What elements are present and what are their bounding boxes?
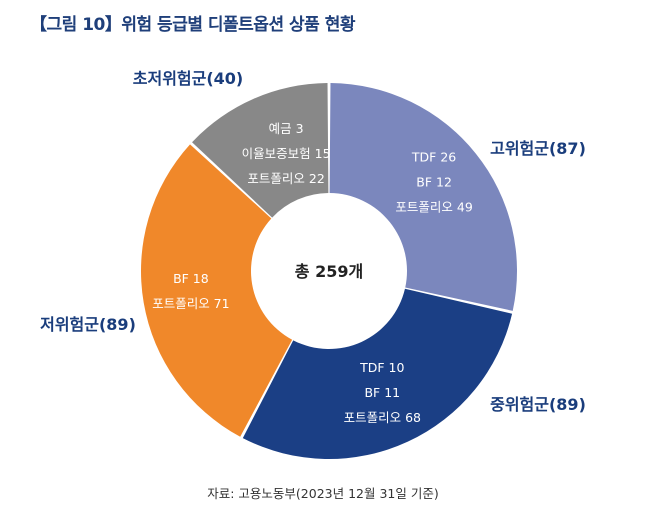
slice-detail-label: BF 12 <box>416 175 452 190</box>
slice-detail-label: 포트폴리오 49 <box>395 200 472 215</box>
donut-slice-2 <box>242 288 513 460</box>
slice-detail-label: 포트폴리오 22 <box>247 171 324 186</box>
category-label-4: 초저위험군(40) <box>133 69 244 88</box>
slice-detail-label: BF 11 <box>364 385 400 400</box>
slice-detail-label: TDF 26 <box>411 150 456 165</box>
slice-detail-label: 포트폴리오 71 <box>152 296 229 311</box>
donut-slice-1 <box>329 83 518 311</box>
slice-detail-label: BF 18 <box>173 271 209 286</box>
slice-detail-label: 포트폴리오 68 <box>344 410 421 425</box>
donut-slice-3 <box>141 144 293 437</box>
donut-slice-4 <box>192 83 329 218</box>
category-label-3: 저위험군(89) <box>40 315 136 334</box>
slice-detail-label: 예금 3 <box>269 121 304 136</box>
category-label-1: 고위험군(87) <box>490 139 586 158</box>
category-label-2: 중위험군(89) <box>490 395 586 414</box>
center-total-label: 총 259개 <box>295 262 363 281</box>
figure-title: 【그림 10】위험 등급별 디폴트옵션 상품 현황 <box>30 15 356 35</box>
slice-detail-label: TDF 10 <box>359 360 404 375</box>
slice-detail-label: 이율보증보험 15 <box>242 146 331 161</box>
source-note: 자료: 고용노동부(2023년 12월 31일 기준) <box>207 486 439 501</box>
